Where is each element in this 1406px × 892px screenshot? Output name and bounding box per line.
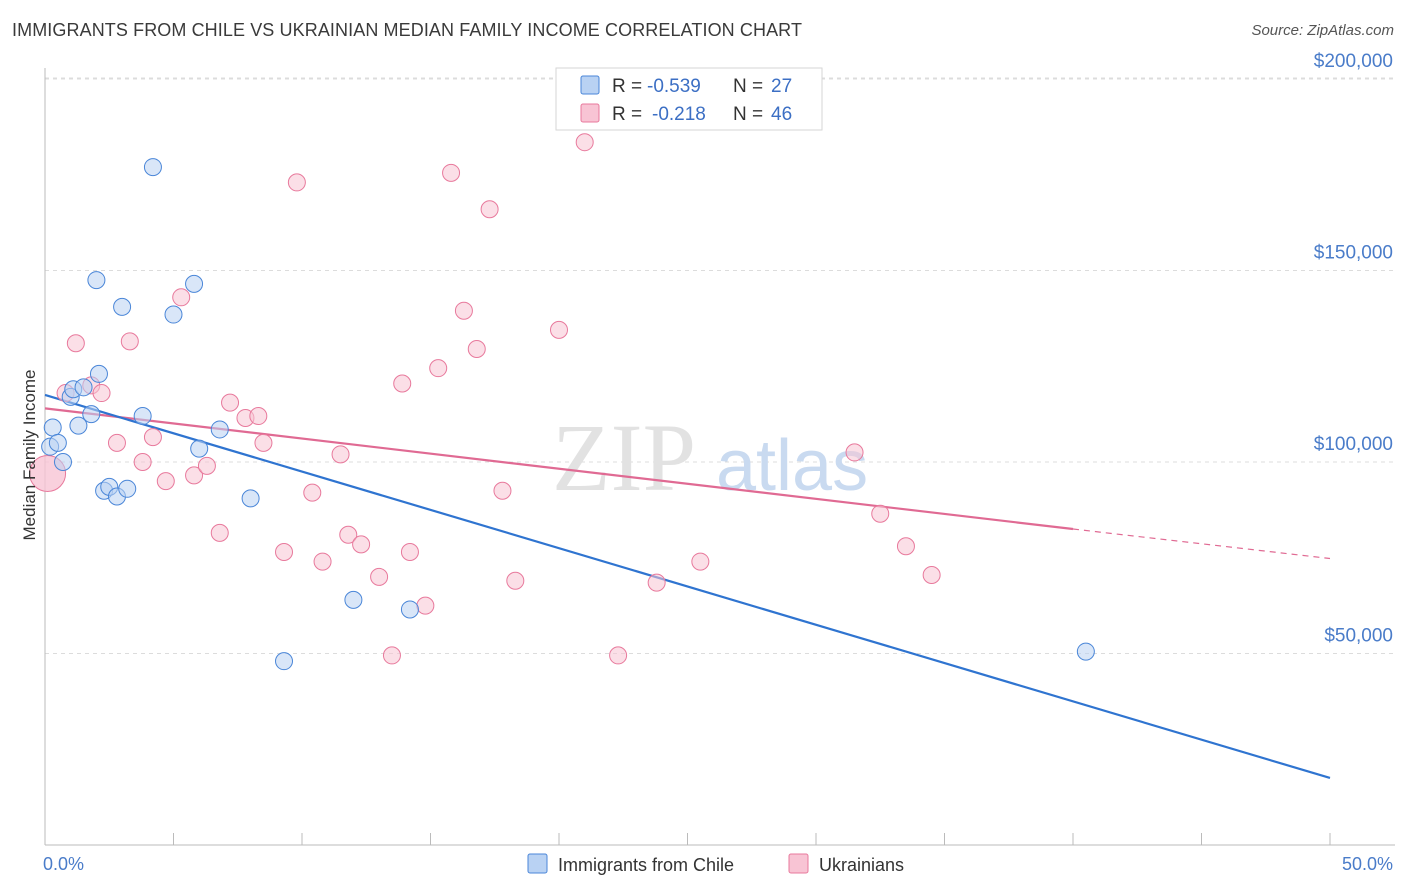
point-ukrainians-37: [550, 320, 568, 339]
point-ukrainians-30: [429, 359, 448, 378]
point-chile-8: [82, 405, 101, 424]
y-tick-label-2: $150,000: [1314, 243, 1393, 264]
point-chile-24: [344, 590, 363, 609]
point-ukrainians-40: [647, 573, 666, 592]
point-ukrainians-12: [197, 456, 216, 475]
y-tick-label-1: $100,000: [1314, 434, 1393, 455]
point-ukrainians-13: [210, 523, 229, 542]
stats-legend-swatch-ukrainians: [580, 103, 600, 123]
point-ukrainians-29: [416, 596, 435, 615]
point-ukrainians-19: [287, 173, 306, 192]
point-chile-3: [53, 453, 72, 471]
point-ukrainians-14: [221, 393, 240, 412]
point-ukrainians-41: [691, 552, 710, 571]
point-ukrainians-33: [467, 340, 486, 359]
point-chile-22: [241, 489, 260, 508]
point-ukrainians-26: [382, 646, 401, 665]
stats-legend-swatch-chile: [580, 75, 600, 95]
point-ukrainians-6: [120, 332, 139, 351]
grid-lines: [45, 77, 1395, 654]
point-ukrainians-27: [393, 374, 412, 393]
stats-legend-n-value-chile: 27: [771, 76, 792, 97]
watermark-zip: ZIP: [552, 404, 696, 511]
stats-legend-n-label-ukrainians: N =: [733, 104, 763, 125]
point-chile-20: [190, 439, 209, 458]
point-ukrainians-5: [107, 433, 126, 452]
point-ukrainians-4: [92, 384, 111, 403]
point-ukrainians-17: [254, 433, 273, 452]
legend-swatch-ukrainians: [788, 853, 809, 874]
point-ukrainians-28: [400, 543, 419, 562]
point-ukrainians-2: [66, 334, 85, 353]
legend-label-ukrainians: Ukrainians: [819, 855, 904, 875]
chart-title: IMMIGRANTS FROM CHILE VS UKRAINIAN MEDIA…: [12, 20, 803, 40]
point-ukrainians-7: [133, 453, 152, 471]
x-tick-label-0: 0.0%: [43, 854, 84, 874]
point-chile-19: [185, 274, 204, 293]
point-chile-18: [164, 305, 183, 324]
point-ukrainians-11: [185, 466, 204, 485]
point-ukrainians-32: [454, 301, 473, 320]
point-ukrainians-23: [339, 525, 358, 544]
legend-label-chile: Immigrants from Chile: [558, 855, 734, 875]
point-chile-16: [133, 407, 152, 426]
stats-legend: R = -0.539 N = 27 R = -0.218 N = 46: [555, 67, 823, 131]
point-ukrainians-8: [143, 428, 162, 447]
stats-legend-box: [555, 67, 823, 131]
point-ukrainians-22: [331, 445, 350, 464]
point-chile-14: [113, 297, 132, 316]
point-ukrainians-25: [370, 567, 389, 586]
point-ukrainians-9: [156, 472, 175, 491]
point-ukrainians-42: [845, 443, 864, 462]
trend-line-ukrainians-extension: [1072, 528, 1331, 560]
point-ukrainians-10: [172, 288, 191, 307]
point-ukrainians-35: [493, 481, 512, 500]
point-ukrainians-21: [313, 552, 332, 571]
stats-legend-r-label-chile: R =: [612, 76, 642, 97]
point-ukrainians-34: [480, 200, 499, 219]
x-tick-label-1: 50.0%: [1342, 854, 1393, 874]
stats-legend-r-value-chile: -0.539: [647, 76, 701, 97]
point-chile-26: [1076, 642, 1095, 661]
stats-legend-r-value-ukrainians: -0.218: [652, 104, 706, 125]
y-tick-label-3: $200,000: [1314, 51, 1393, 72]
point-chile-7: [74, 378, 93, 397]
point-ukrainians-45: [922, 565, 941, 584]
point-chile-9: [87, 271, 106, 290]
point-chile-6: [69, 416, 88, 435]
point-ukrainians-39: [609, 646, 628, 665]
stats-legend-r-label-ukrainians: R =: [612, 104, 642, 125]
point-chile-10: [89, 364, 108, 383]
point-chile-2: [48, 433, 67, 452]
chart-source: Source: ZipAtlas.com: [1251, 22, 1394, 39]
point-ukrainians-16: [249, 407, 268, 426]
y-axis-label: Median Family Income: [20, 369, 39, 540]
bottom-legend: Immigrants from Chile Ukrainians: [527, 853, 904, 875]
point-ukrainians-43: [871, 504, 890, 523]
data-points: [29, 133, 1095, 671]
point-chile-1: [43, 418, 62, 437]
y-tick-labels: $50,000 $100,000 $150,000 $200,000: [1314, 51, 1393, 647]
point-chile-23: [275, 652, 294, 671]
legend-swatch-chile: [527, 853, 548, 874]
point-chile-25: [400, 600, 419, 619]
trend-line-chile: [44, 393, 1331, 780]
point-chile-17: [143, 158, 162, 177]
stats-legend-n-value-ukrainians: 46: [771, 104, 792, 125]
watermark: ZIP atlas: [552, 404, 868, 511]
point-ukrainians-18: [275, 543, 294, 562]
point-ukrainians-44: [896, 537, 915, 556]
watermark-atlas: atlas: [716, 426, 868, 506]
y-tick-label-0: $50,000: [1324, 626, 1393, 647]
point-ukrainians-31: [442, 163, 461, 182]
stats-legend-n-label-chile: N =: [733, 76, 763, 97]
x-tick-labels: 0.0% 50.0%: [43, 854, 1393, 874]
point-ukrainians-24: [352, 535, 371, 554]
point-ukrainians-20: [303, 483, 322, 502]
point-chile-21: [210, 420, 229, 439]
point-ukrainians-38: [575, 133, 594, 152]
point-ukrainians-36: [506, 571, 525, 590]
point-chile-15: [118, 479, 137, 498]
